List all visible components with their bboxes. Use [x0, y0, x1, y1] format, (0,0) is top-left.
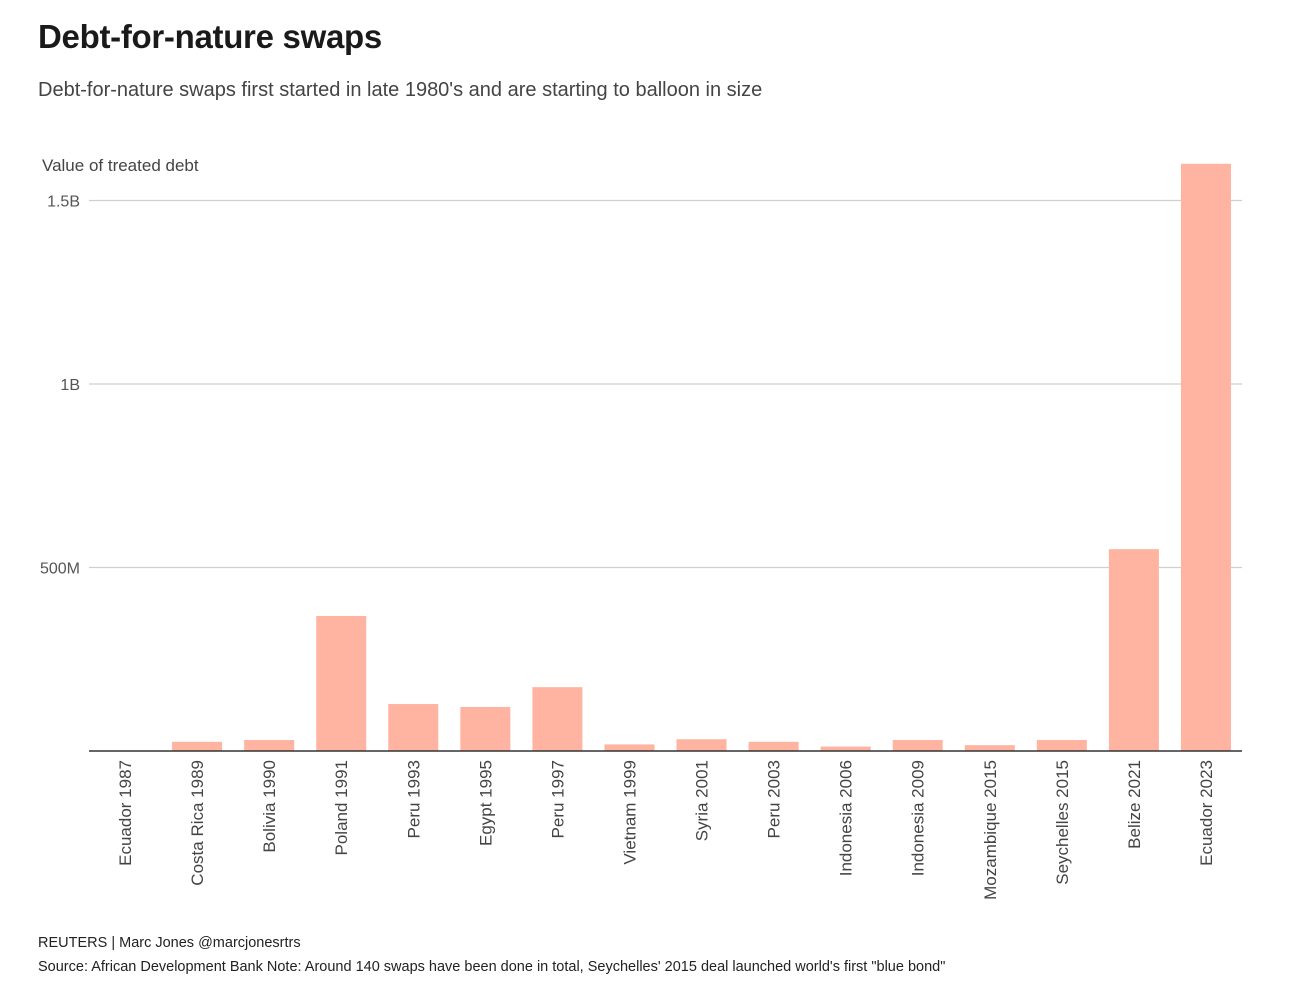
x-tick-label: Poland 1991	[332, 760, 351, 855]
bar	[244, 739, 295, 751]
x-tick-label: Belize 2021	[1125, 760, 1144, 849]
bar	[964, 745, 1015, 751]
x-tick-label: Ecuador 2023	[1197, 760, 1216, 866]
x-tick-label: Indonesia 2006	[837, 760, 856, 876]
bar	[1180, 163, 1231, 752]
bar	[316, 615, 367, 751]
x-tick-label: Peru 2003	[765, 760, 784, 838]
bar	[172, 741, 223, 751]
bar	[820, 746, 871, 751]
bar	[604, 744, 655, 751]
x-tick-label: Vietnam 1999	[620, 760, 639, 865]
bar	[1036, 739, 1087, 751]
chart-title: Debt-for-nature swaps	[38, 18, 382, 55]
x-tick-label: Mozambique 2015	[981, 760, 1000, 900]
bar	[460, 706, 511, 751]
bar	[676, 739, 727, 751]
y-tick-label: 500M	[40, 561, 80, 578]
chart-subtitle: Debt-for-nature swaps first started in l…	[38, 79, 763, 101]
y-axis-label: Value of treated debt	[42, 156, 199, 175]
x-tick-label: Syria 2001	[693, 760, 712, 841]
x-tick-label: Costa Rica 1989	[188, 760, 207, 886]
x-tick-label: Peru 1993	[404, 760, 423, 838]
source-note: Source: African Development Bank Note: A…	[38, 959, 946, 975]
bar	[388, 704, 439, 751]
credit-line: REUTERS | Marc Jones @marcjonesrtrs	[38, 935, 301, 951]
x-tick-label: Bolivia 1990	[260, 760, 279, 853]
bar	[892, 739, 943, 751]
bar	[1108, 549, 1159, 751]
x-tick-label: Egypt 1995	[476, 760, 495, 846]
x-tick-label: Peru 1997	[548, 760, 567, 838]
bar	[532, 687, 583, 751]
x-tick-label: Indonesia 2009	[909, 760, 928, 876]
x-tick-label: Ecuador 1987	[116, 760, 135, 866]
y-tick-label: 1B	[60, 377, 80, 394]
y-tick-label: 1.5B	[47, 194, 80, 211]
bar	[748, 741, 799, 751]
x-tick-label: Seychelles 2015	[1053, 760, 1072, 885]
